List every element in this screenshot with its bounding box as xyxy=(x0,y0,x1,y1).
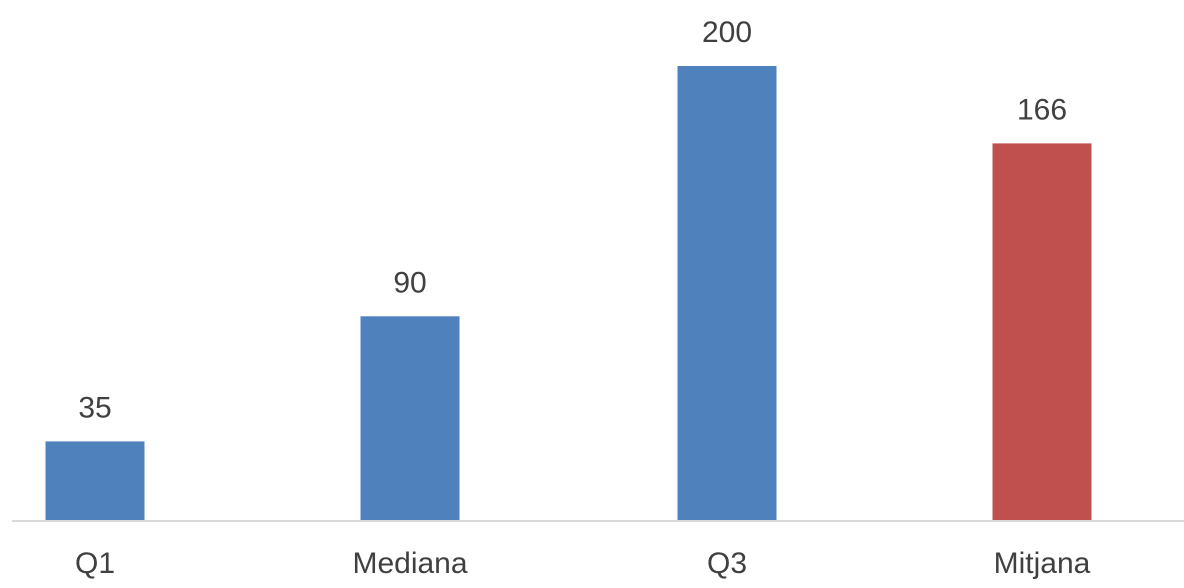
tick-label-mediana: Mediana xyxy=(352,547,467,580)
bars-layer xyxy=(45,66,1092,522)
data-label-mitjana: 166 xyxy=(1017,93,1067,126)
tick-label-q3: Q3 xyxy=(707,547,747,580)
bar-mediana xyxy=(360,316,460,522)
data-label-q3: 200 xyxy=(702,16,752,49)
bar-q1 xyxy=(45,441,145,521)
bar-mitjana xyxy=(992,143,1092,521)
data-label-mediana: 90 xyxy=(393,266,426,299)
tick-label-q1: Q1 xyxy=(75,547,115,580)
value-labels-layer: 35 90 200 166 xyxy=(78,16,1067,424)
category-labels-layer: Q1 Mediana Q3 Mitjana xyxy=(75,547,1091,580)
data-label-q1: 35 xyxy=(78,391,111,424)
bar-q3 xyxy=(677,66,777,521)
tick-label-mitjana: Mitjana xyxy=(994,547,1091,580)
